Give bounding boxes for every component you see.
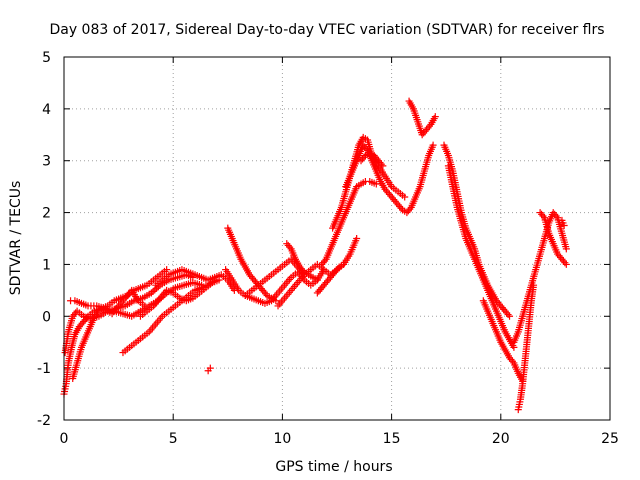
data-point	[353, 235, 361, 242]
y-tick-labels: -2 -1 0 1 2 3 4 5	[37, 50, 51, 429]
y-tick-label: 0	[42, 309, 51, 325]
grid-lines	[64, 57, 610, 420]
data-point-fill	[539, 212, 547, 220]
data-point	[560, 222, 568, 230]
x-tick-label: 20	[492, 431, 510, 447]
x-axis-label: GPS time / hours	[275, 459, 392, 475]
data-point-fill	[299, 266, 307, 274]
data-point	[163, 266, 171, 274]
data-point	[431, 113, 439, 121]
data-point-fill	[425, 122, 433, 130]
x-tick-labels: 0 5 10 15 20 25	[60, 431, 619, 447]
y-tick-label: 5	[42, 50, 51, 66]
data-point-fill	[93, 309, 101, 317]
data-point-fill	[151, 286, 159, 294]
data-point-fill	[561, 259, 569, 267]
data-point-fill	[334, 265, 342, 273]
data-point-fill	[153, 284, 161, 292]
y-tick-label: -2	[37, 413, 51, 429]
data-point-fill	[360, 153, 368, 161]
data-point	[562, 260, 570, 268]
y-axis-label: SDTVAR / TECUs	[8, 181, 24, 296]
data-point-fill	[406, 205, 414, 213]
data-point	[372, 180, 380, 188]
data-point-fill	[321, 257, 329, 265]
data-point-fill	[508, 357, 516, 365]
y-tick-label: 3	[42, 154, 51, 170]
data-point	[379, 162, 387, 170]
data-point-fill	[552, 212, 560, 220]
plot-frame	[63, 56, 611, 421]
y-tick-label: 1	[42, 257, 51, 273]
x-tick-label: 15	[383, 431, 401, 447]
x-tick-label: 5	[169, 431, 178, 447]
data-point-fill	[377, 160, 385, 168]
y-tick-label: -1	[37, 361, 51, 377]
data-point	[313, 276, 321, 284]
data-point	[506, 312, 514, 320]
y-tick-label: 2	[42, 206, 51, 222]
data-point	[141, 302, 149, 310]
data-point-fill	[397, 204, 405, 212]
y-tick-label: 4	[42, 102, 51, 118]
data-point-fill	[286, 243, 294, 251]
data-point	[401, 193, 409, 201]
data-point	[562, 245, 570, 253]
data-point-fill	[504, 311, 512, 319]
data-point	[340, 260, 348, 268]
data-points	[60, 97, 570, 414]
x-tick-label: 10	[273, 431, 291, 447]
data-point-fill	[362, 145, 370, 153]
x-tick-label: 0	[60, 431, 69, 447]
data-point	[429, 141, 437, 149]
chart-title: Day 083 of 2017, Sidereal Day-to-day VTE…	[49, 22, 604, 38]
data-point	[206, 364, 214, 372]
data-point-fill	[262, 290, 270, 298]
x-tick-label: 25	[601, 431, 619, 447]
